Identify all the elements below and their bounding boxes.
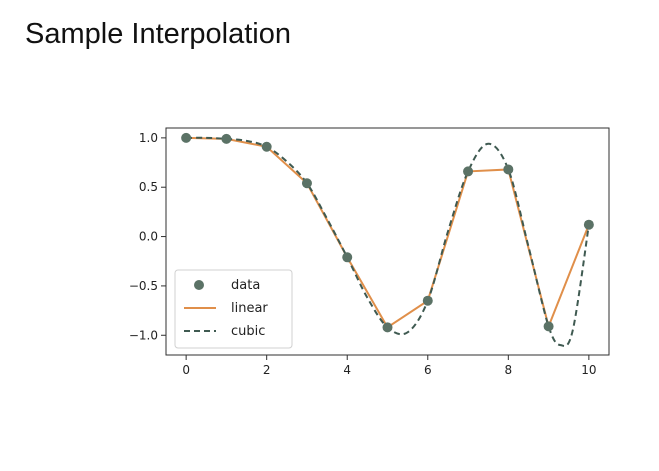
legend-label: linear — [231, 301, 268, 316]
legend-marker-data — [194, 280, 204, 290]
x-tick-label: 8 — [504, 363, 512, 377]
data-point — [382, 322, 393, 333]
x-tick-label: 0 — [182, 363, 190, 377]
data-point — [583, 219, 594, 230]
x-tick-label: 2 — [263, 363, 271, 377]
y-tick-label: 1.0 — [139, 131, 158, 145]
y-tick-label: −1.0 — [129, 328, 158, 342]
x-tick-label: 10 — [581, 363, 596, 377]
data-point — [463, 166, 474, 177]
legend: data linear cubic — [174, 269, 293, 349]
page-title: Sample Interpolation — [25, 18, 291, 50]
x-tick-label: 6 — [424, 363, 432, 377]
data-point — [301, 178, 312, 189]
legend-label: data — [231, 278, 260, 293]
x-tick-label: 4 — [343, 363, 351, 377]
data-point — [503, 164, 514, 175]
series-group — [181, 132, 594, 348]
data-point — [543, 321, 554, 332]
data-point — [342, 252, 353, 263]
data-point — [261, 141, 272, 152]
y-tick-label: 0.0 — [139, 230, 158, 244]
legend-box — [174, 269, 293, 349]
y-tick-label: 0.5 — [139, 180, 158, 194]
y-tick-label: −0.5 — [129, 279, 158, 293]
data-point — [221, 133, 232, 144]
axes-group: 0 2 4 6 8 10 1.0 0.5 0.0 −0.5 −1.0 — [129, 131, 597, 377]
data-point — [181, 132, 192, 143]
plot-frame — [165, 127, 610, 356]
legend-label: cubic — [231, 324, 265, 339]
data-point — [422, 295, 433, 306]
cubic-series-line — [186, 136, 590, 348]
